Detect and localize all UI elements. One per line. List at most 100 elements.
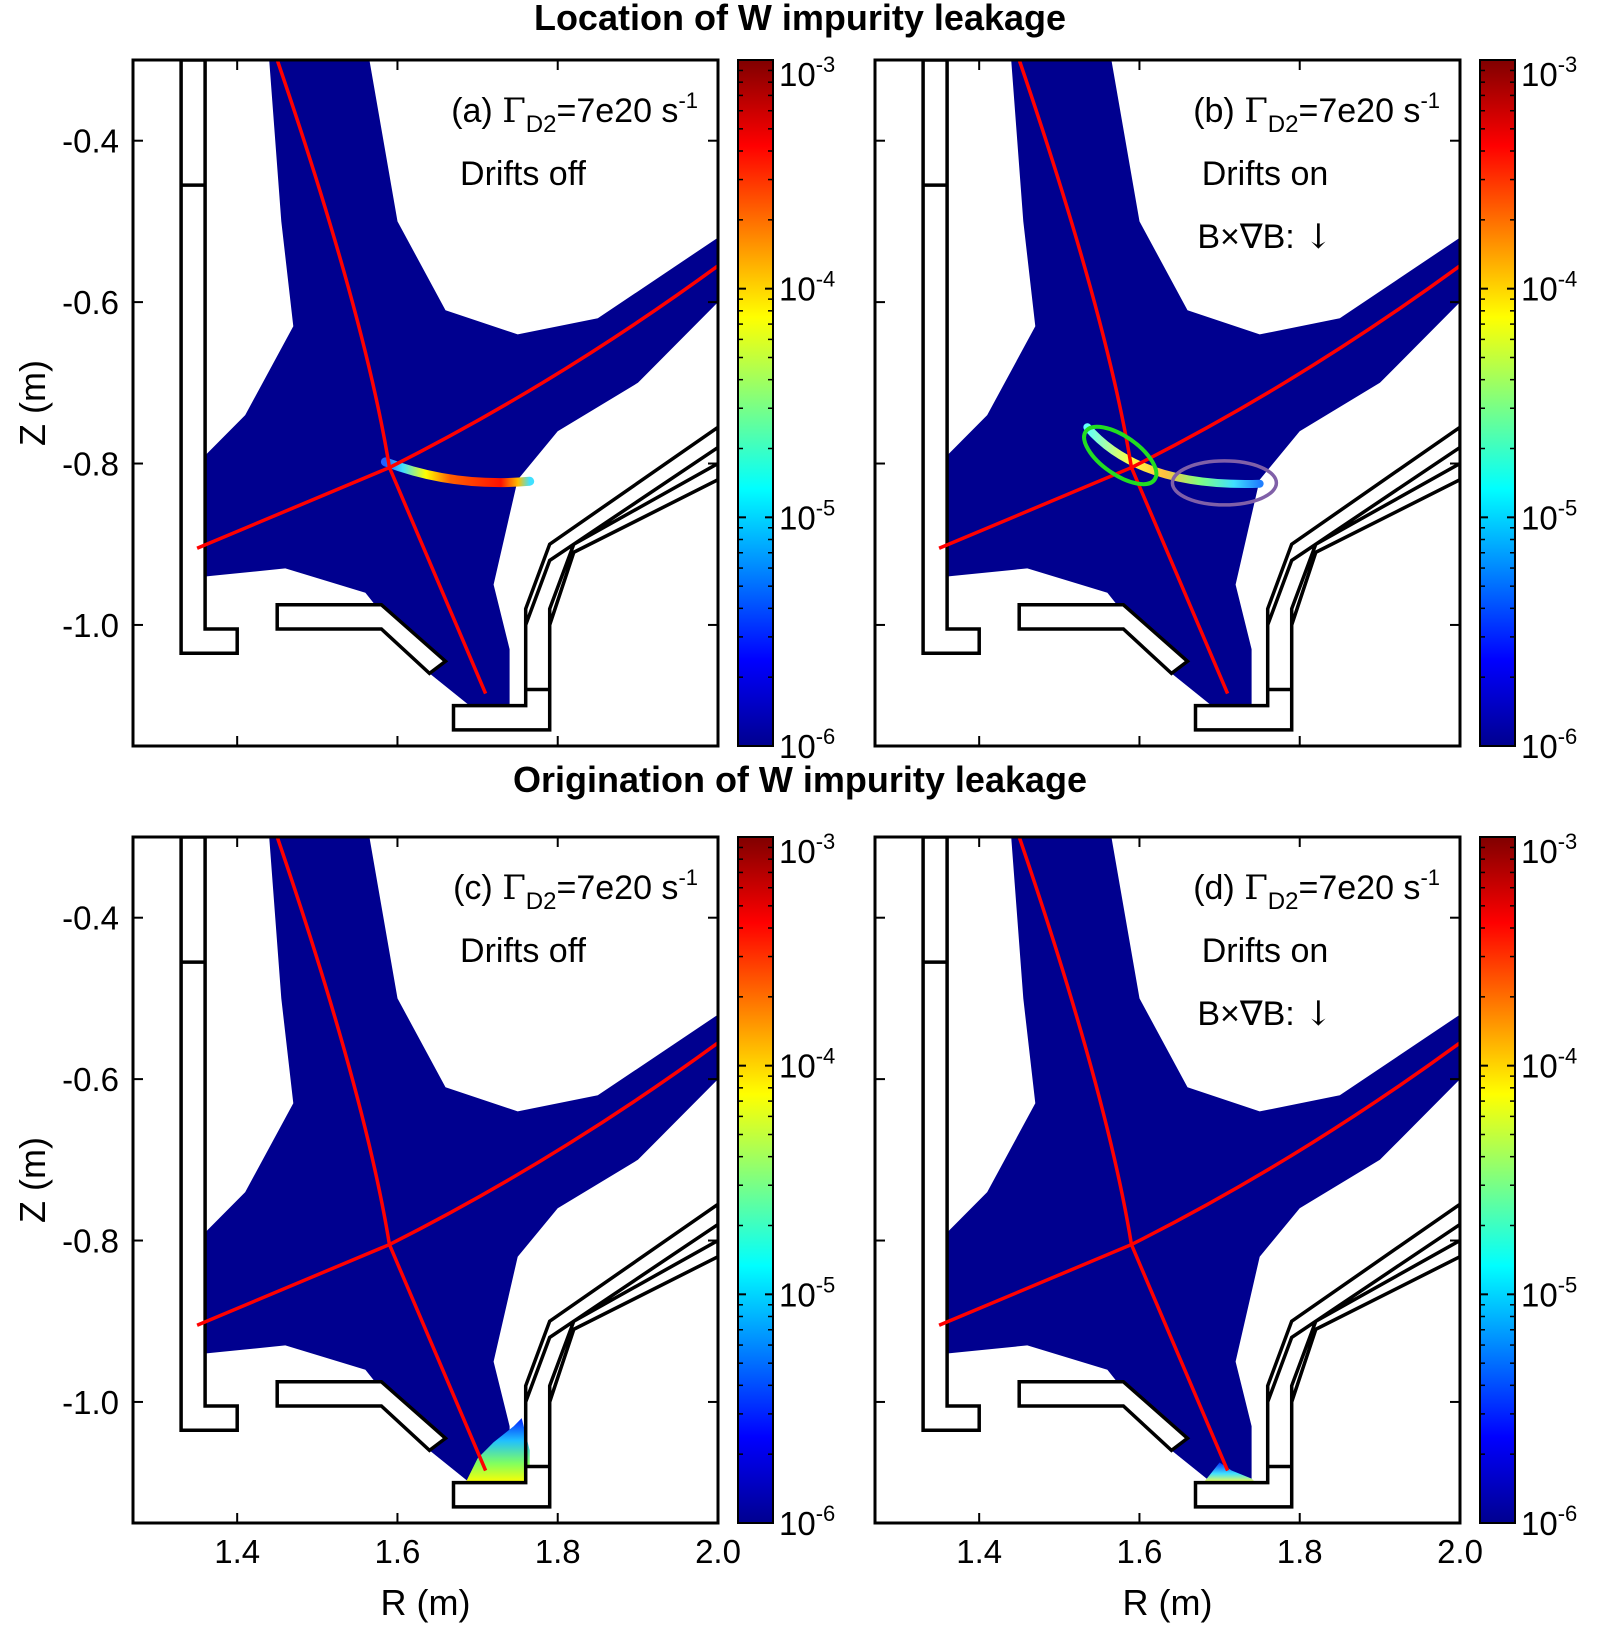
inner-wall (179, 60, 239, 655)
x-tick-label: 2.0 (695, 1533, 741, 1570)
panel-annotation: (b) ΓD2=7e20 s-1 (1193, 88, 1440, 138)
colorbar-tick-label: 10-4 (1521, 1044, 1577, 1085)
drift-direction: B×∇B: ↓ (1197, 994, 1332, 1034)
axes-frame (131, 58, 720, 748)
gamma-exponent: -1 (1420, 88, 1440, 113)
gamma-exponent: -1 (678, 865, 698, 890)
inner-wall (921, 837, 981, 1432)
x-tick-label: 1.8 (535, 1533, 581, 1570)
down-arrow-icon: ↓ (1304, 994, 1333, 1034)
top-title: Location of W impurity leakage (534, 0, 1066, 38)
panel-label: (a) (451, 92, 502, 130)
separatrix-leg-2 (938, 264, 1460, 550)
colorbar-tick-label: 10-3 (779, 52, 835, 93)
colorbar-tick-label: 10-6 (1521, 1501, 1577, 1542)
leakage-source (465, 1418, 530, 1483)
gamma-symbol: Γ (502, 91, 526, 131)
dome-wall (1017, 1380, 1191, 1453)
axes-frame (873, 58, 1462, 748)
drift-status: Drifts off (460, 932, 587, 970)
colorbar (1479, 836, 1516, 1524)
gamma-subscript: D2 (1268, 888, 1299, 915)
colorbar-tick-label: 10-6 (779, 724, 835, 765)
separatrix-leg-2 (938, 1041, 1460, 1327)
drift-status: Drifts on (1202, 155, 1329, 193)
panel-label: (c) (453, 869, 502, 907)
dome-wall (275, 603, 449, 676)
plasma-region (947, 837, 1460, 1483)
panel-b: (b) ΓD2=7e20 s-1 Drifts on B×∇B: ↓ 10-3 10-4… (873, 52, 1577, 765)
plasma-region (205, 60, 718, 706)
x-axis-label: R (m) (1123, 1582, 1213, 1623)
separatrix-leg-1 (1017, 837, 1230, 1472)
axes-frame (873, 835, 1462, 1525)
colorbar-tick-label: 10-6 (1521, 724, 1577, 765)
gamma-value: =7e20 s (556, 92, 678, 130)
gamma-subscript: D2 (526, 111, 557, 138)
axes-frame (131, 835, 720, 1525)
down-arrow-icon: ↓ (1304, 217, 1333, 257)
separatrix-leg-1 (275, 60, 488, 695)
colorbar-tick-label: 10-5 (779, 495, 835, 536)
x-tick-label: 1.4 (956, 1533, 1002, 1570)
x-tick-label: 1.8 (1277, 1533, 1323, 1570)
colorbar-tick-label: 10-4 (779, 267, 835, 308)
plot-area (179, 60, 718, 732)
y-axis-label: Z (m) (12, 1137, 53, 1223)
separatrix-leg-1 (275, 837, 488, 1472)
x-tick-label: 2.0 (1437, 1533, 1483, 1570)
colorbar-tick-label: 10-6 (779, 1501, 835, 1542)
colorbar-tick-label: 10-5 (1521, 1272, 1577, 1313)
y-tick-label: -0.6 (62, 1061, 119, 1098)
purple-ellipse (1170, 459, 1279, 507)
outer-wall (1193, 425, 1460, 732)
gamma-symbol: Γ (1244, 868, 1268, 908)
y-axis-label: Z (m) (12, 360, 53, 446)
plot-area (179, 837, 718, 1509)
separatrix-leg-2 (196, 264, 718, 550)
y-tick-label: -0.4 (62, 123, 119, 160)
gamma-value: =7e20 s (1298, 92, 1420, 130)
drift-status: Drifts off (460, 155, 587, 193)
outer-wall (1193, 1202, 1460, 1509)
colorbar (737, 836, 774, 1524)
outer-wall (451, 1202, 718, 1509)
gamma-subscript: D2 (526, 888, 557, 915)
panel-label: (d) (1193, 869, 1244, 907)
dome-wall (275, 1380, 449, 1453)
x-axis-label: R (m) (381, 1582, 471, 1623)
outer-wall (451, 425, 718, 732)
y-tick-label: -0.8 (62, 1223, 119, 1260)
colorbar-tick-label: 10-3 (779, 829, 835, 870)
colorbar-tick-label: 10-3 (1521, 52, 1577, 93)
colorbar-tick-label: 10-5 (1521, 495, 1577, 536)
plot-area (921, 837, 1460, 1509)
gamma-exponent: -1 (678, 88, 698, 113)
green-ellipse (1082, 424, 1159, 487)
panel-c: 1.4 1.6 1.8 2.0 -0.4 -0.6 -0.8 -1.0 Z (m) R (m) (c… (12, 829, 835, 1623)
inner-wall (921, 60, 981, 655)
x-tick-label: 1.6 (1117, 1533, 1163, 1570)
panel-annotation: (d) ΓD2=7e20 s-1 (1193, 865, 1440, 915)
y-tick-label: -0.6 (62, 284, 119, 321)
plasma-region (205, 837, 718, 1483)
colorbar (737, 59, 774, 747)
inner-wall (179, 837, 239, 1432)
panel-label: (b) (1193, 92, 1244, 130)
gamma-value: =7e20 s (556, 869, 678, 907)
x-tick-label: 1.4 (214, 1533, 260, 1570)
colorbar-tick-label: 10-4 (1521, 267, 1577, 308)
gamma-symbol: Γ (1244, 91, 1268, 131)
panel-annotation: (a) ΓD2=7e20 s-1 (451, 88, 698, 138)
panel-annotation: (c) ΓD2=7e20 s-1 (453, 865, 698, 915)
panel-d: 1.4 1.6 1.8 2.0 R (m) (d) ΓD2=7e20 s-1 Drifts … (873, 829, 1577, 1623)
colorbar-tick-label: 10-3 (1521, 829, 1577, 870)
leakage-streak (380, 457, 535, 488)
y-tick-label: -1.0 (62, 607, 119, 644)
drift-direction: B×∇B: ↓ (1197, 217, 1332, 257)
y-tick-label: -1.0 (62, 1384, 119, 1421)
panel-a: -0.4 -0.6 -0.8 -1.0 Z (m) (a) ΓD2=7e20 s-1 Dri… (12, 52, 835, 765)
gamma-symbol: Γ (502, 868, 526, 908)
x-tick-label: 1.6 (375, 1533, 421, 1570)
